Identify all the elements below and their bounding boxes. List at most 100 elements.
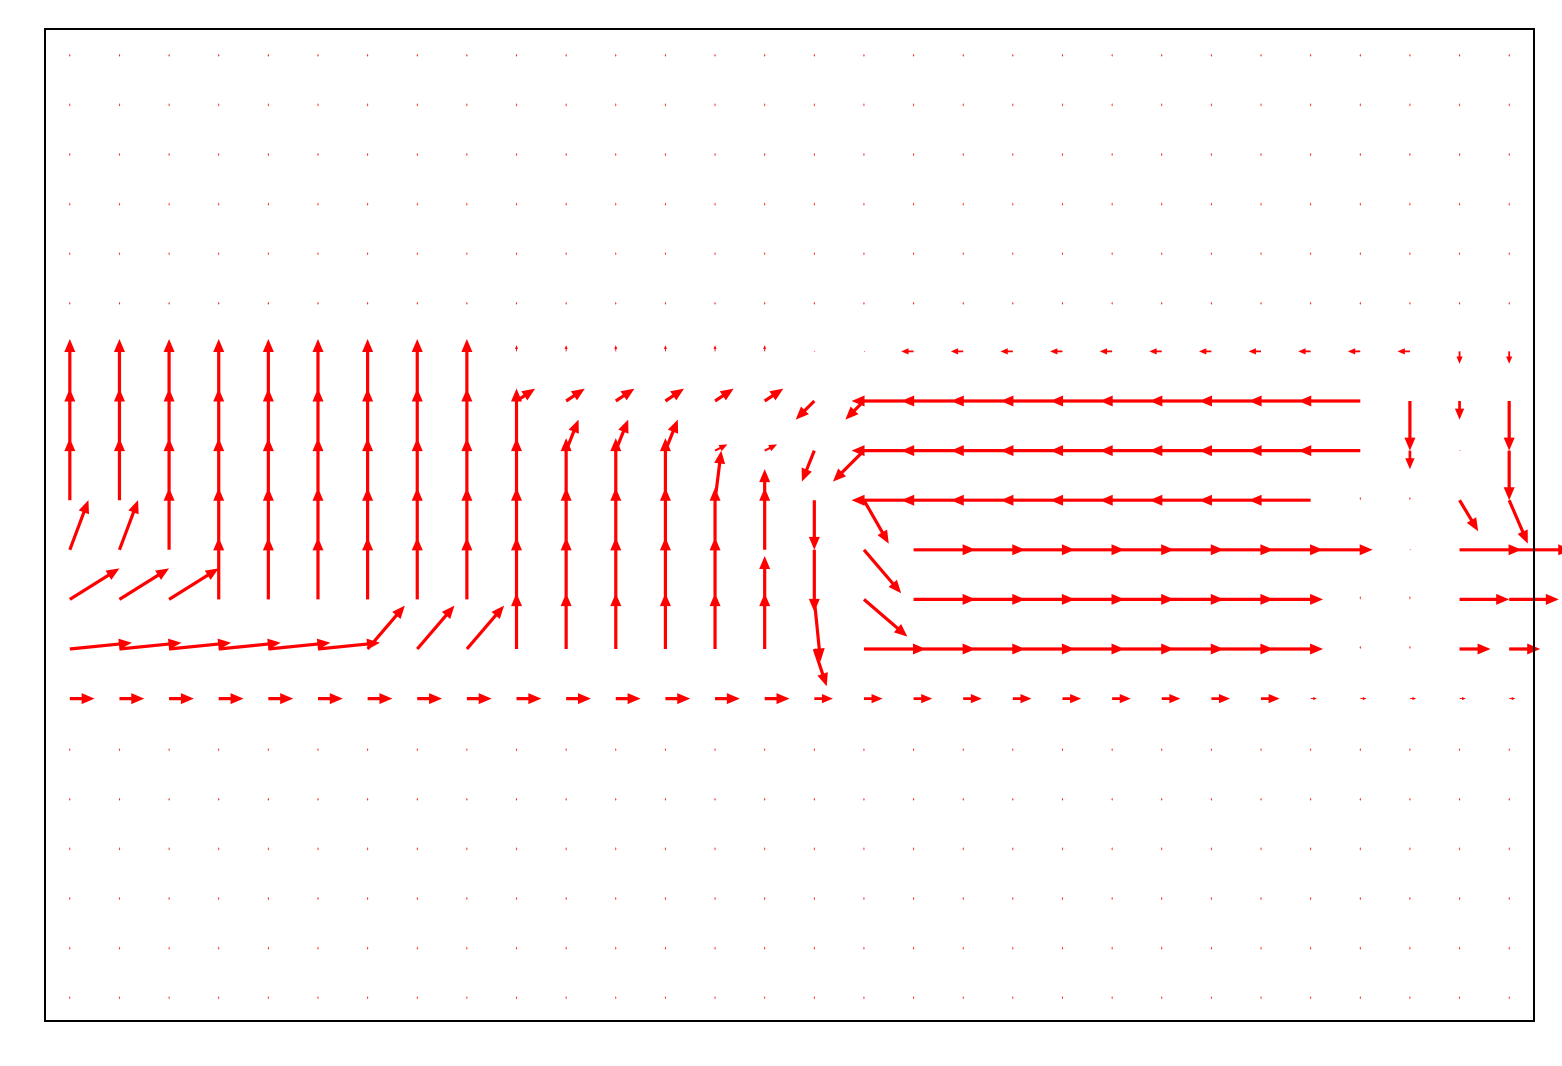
arrow <box>664 996 667 1000</box>
arrow <box>1409 946 1411 950</box>
arrow <box>113 388 125 451</box>
arrow <box>813 748 816 752</box>
arrow <box>664 153 667 157</box>
arrow <box>1111 53 1113 57</box>
arrow <box>1012 202 1014 206</box>
arrow <box>714 748 716 752</box>
arrow <box>863 797 865 801</box>
arrow <box>118 252 121 256</box>
arrow <box>1503 401 1515 451</box>
arrow <box>763 53 766 57</box>
arrow <box>267 996 270 1000</box>
arrow <box>1359 996 1362 1000</box>
arrow <box>1160 153 1163 157</box>
arrow <box>615 301 617 305</box>
arrow <box>1111 797 1113 801</box>
arrow <box>813 103 816 107</box>
arrow <box>763 202 766 206</box>
arrow <box>950 445 1013 457</box>
arrow <box>1458 103 1461 107</box>
arrow <box>118 103 121 107</box>
arrow <box>1012 103 1014 107</box>
arrow <box>659 593 671 649</box>
arrow <box>366 153 369 157</box>
arrow <box>1149 445 1212 457</box>
arrow <box>1160 996 1163 1000</box>
arrow <box>1149 395 1212 407</box>
arrow <box>862 598 908 637</box>
arrow <box>511 388 523 451</box>
arrow <box>217 53 220 57</box>
arrow <box>119 638 182 651</box>
arrow <box>912 53 915 57</box>
arrow <box>1061 847 1064 851</box>
arrow <box>1459 697 1466 701</box>
arrow <box>1260 103 1262 107</box>
arrow <box>515 797 518 801</box>
arrow <box>713 345 717 352</box>
arrow <box>1359 645 1362 649</box>
arrow <box>615 946 617 950</box>
arrow <box>1458 202 1461 206</box>
arrow <box>665 693 691 705</box>
arrow <box>218 693 244 705</box>
arrow <box>759 469 771 501</box>
arrow <box>664 53 667 57</box>
arrow <box>1210 748 1213 752</box>
arrow <box>1061 996 1064 1000</box>
arrow <box>1298 348 1311 355</box>
arrow <box>763 345 767 352</box>
arrow <box>813 946 816 950</box>
arrow <box>1061 946 1064 950</box>
arrow <box>1160 252 1163 256</box>
arrow <box>366 53 369 57</box>
arrow <box>1409 645 1411 649</box>
arrow <box>1298 395 1361 407</box>
arrow <box>615 693 641 705</box>
arrow <box>813 153 816 157</box>
arrow <box>69 301 71 305</box>
arrow <box>565 748 567 752</box>
arrow <box>1409 596 1411 600</box>
arrow <box>614 345 618 352</box>
arrow <box>1012 252 1014 256</box>
arrow <box>411 438 423 501</box>
arrow <box>1458 252 1461 256</box>
arrow <box>1409 797 1411 801</box>
arrow <box>1459 544 1522 556</box>
arrow <box>1459 450 1461 452</box>
arrow <box>714 153 716 157</box>
arrow <box>1260 252 1262 256</box>
arrow <box>813 301 816 305</box>
arrow <box>565 388 585 403</box>
arrow <box>560 487 572 550</box>
arrow <box>317 301 319 305</box>
arrow <box>963 544 1026 556</box>
arrow <box>416 301 419 305</box>
arrow <box>1160 301 1163 305</box>
arrow <box>1359 497 1362 501</box>
arrow <box>814 350 816 352</box>
arrow <box>1198 395 1262 407</box>
arrow <box>64 338 76 401</box>
arrow <box>1458 897 1461 901</box>
arrow <box>118 202 121 206</box>
arrow <box>168 301 170 305</box>
arrow <box>461 487 473 550</box>
arrow <box>515 946 518 950</box>
arrow <box>714 388 734 403</box>
arrow <box>1099 348 1113 355</box>
arrow <box>515 996 518 1000</box>
arrow <box>217 797 220 801</box>
arrow <box>1061 301 1064 305</box>
arrow <box>1456 351 1463 364</box>
arrow <box>1210 153 1213 157</box>
arrow <box>1409 301 1411 305</box>
arrow <box>1211 544 1274 556</box>
arrow <box>312 438 324 501</box>
arrow <box>1160 103 1163 107</box>
arrow <box>1508 797 1510 801</box>
arrow <box>763 797 766 801</box>
arrow <box>267 202 270 206</box>
